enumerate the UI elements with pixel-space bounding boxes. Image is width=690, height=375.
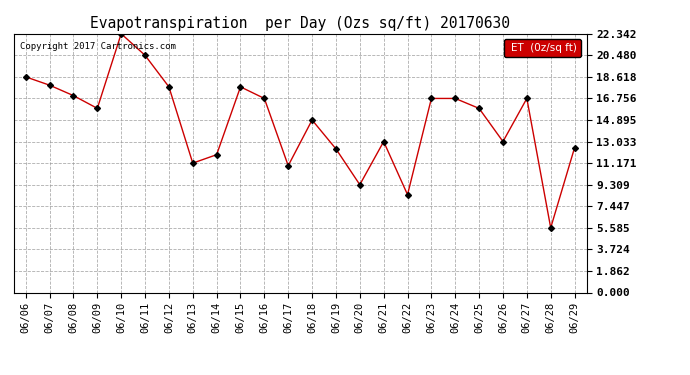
Title: Evapotranspiration  per Day (Ozs sq/ft) 20170630: Evapotranspiration per Day (Ozs sq/ft) 2… (90, 16, 510, 31)
Text: Copyright 2017 Cartronics.com: Copyright 2017 Cartronics.com (19, 42, 175, 51)
Legend: ET  (0z/sq ft): ET (0z/sq ft) (504, 39, 581, 57)
